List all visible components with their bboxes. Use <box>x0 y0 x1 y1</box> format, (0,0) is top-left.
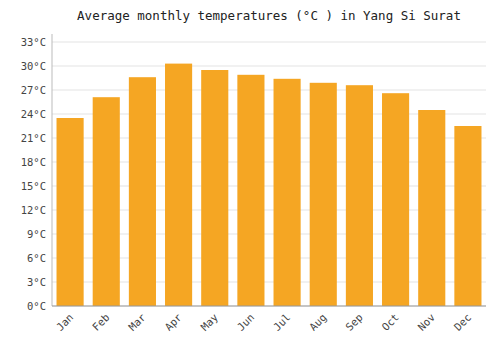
x-axis-line <box>52 306 486 307</box>
bar <box>165 64 192 306</box>
x-tick-label: Oct <box>379 311 401 333</box>
x-tick-label: Aug <box>307 311 329 333</box>
y-tick-label: 24°C <box>21 108 46 120</box>
bar <box>382 93 409 306</box>
x-tick-label: Jul <box>271 311 293 333</box>
y-axis: 0°C 3°C 6°C 9°C 12°C 15°C 18°C 21°C 24°C 27°C 30°C… <box>21 34 52 312</box>
y-tick-label: 6°C <box>27 252 46 264</box>
y-axis-line <box>52 34 53 306</box>
y-tick-label: 33°C <box>21 36 46 48</box>
bar <box>310 83 337 306</box>
bar <box>346 85 373 306</box>
bar <box>237 75 264 306</box>
bar <box>57 118 84 306</box>
bar <box>201 70 228 306</box>
y-tick-label: 12°C <box>21 204 46 216</box>
x-tick-label: Mar <box>126 311 148 333</box>
x-tick-label: Sep <box>343 311 365 333</box>
page: {"chart_data": {"type": "bar", "title": … <box>0 0 500 350</box>
x-tick-label: Apr <box>162 311 184 333</box>
bar <box>454 126 481 306</box>
bars <box>57 64 482 306</box>
y-tick-label: 21°C <box>21 132 46 144</box>
bar <box>93 97 120 306</box>
bar <box>129 77 156 306</box>
bar <box>418 110 445 306</box>
x-tick-label: Dec <box>451 311 473 333</box>
y-tick-label: 0°C <box>27 300 46 312</box>
x-tick-label: Nov <box>415 311 437 333</box>
x-tick-label: Feb <box>90 311 112 333</box>
grid-line <box>52 42 486 43</box>
grid <box>52 42 486 306</box>
y-tick-label: 3°C <box>27 276 46 288</box>
y-tick-label: 30°C <box>21 60 46 72</box>
x-tick-label: May <box>198 311 220 333</box>
title: Average monthly temperatures (°C ) in Ya… <box>77 8 461 23</box>
x-axis: Jan Feb Mar Apr May Jun Jul Aug Sep Oct Nov Dec <box>52 306 486 333</box>
grid-line <box>52 306 486 307</box>
grid-line <box>52 90 486 91</box>
y-tick-label: 15°C <box>21 180 46 192</box>
x-tick-label: Jan <box>54 311 76 333</box>
chart: Average monthly temperatures (°C ) in Ya… <box>0 0 500 350</box>
y-tick-label: 9°C <box>27 228 46 240</box>
y-tick-label: 27°C <box>21 84 46 96</box>
bar <box>274 79 301 306</box>
y-tick-label: 18°C <box>21 156 46 168</box>
chart-container: Average monthly temperatures (°C ) in Ya… <box>0 0 500 350</box>
grid-line <box>52 66 486 67</box>
x-tick-label: Jun <box>234 311 256 333</box>
